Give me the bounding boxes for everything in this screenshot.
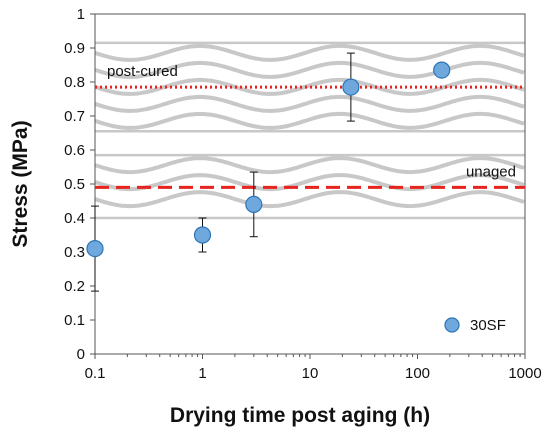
x-tick-label: 0.1 (85, 365, 106, 382)
ref-label-post-cured: post-cured (107, 63, 178, 80)
legend-marker (444, 317, 460, 333)
reference-lines: post-cured unaged (95, 63, 525, 189)
x-tick-label: 10 (302, 365, 319, 382)
band-wave (95, 156, 525, 175)
y-tick-label: 0.8 (64, 74, 85, 91)
ref-label-unaged: unaged (466, 163, 516, 180)
y-axis-title: Stress (MPa) (9, 120, 32, 247)
y-tick-label: 0 (77, 346, 85, 363)
data-point (342, 78, 360, 96)
y-tick-label: 1 (77, 6, 85, 23)
y-tick-label: 0.7 (64, 108, 85, 125)
x-tick-label: 1 (198, 365, 206, 382)
data-point (433, 61, 451, 79)
legend: 30SF (444, 317, 506, 334)
band-wave (95, 173, 525, 192)
x-axis-title: Drying time post aging (h) (170, 404, 430, 427)
legend-label: 30SF (470, 317, 506, 334)
data-point (193, 226, 212, 244)
x-tick-label: 100 (405, 365, 430, 382)
band-wave (95, 60, 525, 79)
y-tick-label: 0.1 (64, 312, 85, 329)
tick-labels: 00.10.20.30.40.50.60.70.80.910.1 1 10 100 10… (64, 6, 542, 382)
x-tick-label: 1000 (508, 365, 541, 382)
band-wave (95, 111, 525, 130)
band-wave (95, 190, 525, 209)
y-tick-label: 0.2 (64, 278, 85, 295)
y-tick-label: 0.3 (64, 244, 85, 261)
y-tick-label: 0.4 (64, 210, 85, 227)
band-wave (95, 94, 525, 113)
y-tick-label: 0.9 (64, 40, 85, 57)
data-point (86, 240, 104, 258)
y-tick-label: 0.6 (64, 142, 85, 159)
y-tick-label: 0.5 (64, 176, 85, 193)
data-point (245, 195, 263, 213)
data-points (86, 61, 451, 258)
band-wave (95, 43, 525, 62)
